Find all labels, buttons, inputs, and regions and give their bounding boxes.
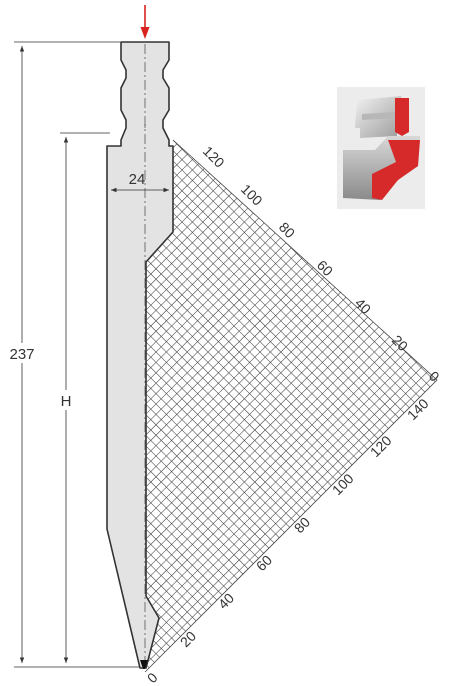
- lower-scale-label: 0: [144, 669, 161, 686]
- tool-tip: [140, 660, 148, 669]
- grid-line: [145, 535, 437, 672]
- grid-line: [145, 255, 437, 617]
- lower-scale-label: 100: [329, 470, 357, 498]
- width-label: 24: [129, 171, 146, 188]
- grid-line: [145, 264, 437, 625]
- grid-line: [145, 307, 437, 669]
- grid-line: [145, 566, 437, 672]
- grid-line: [145, 140, 437, 440]
- upper-scale-label: 80: [276, 219, 298, 241]
- grid-line: [145, 202, 437, 563]
- working-height-dimension: H: [56, 132, 110, 663]
- grid-line: [145, 275, 437, 636]
- grid-line: [145, 318, 437, 672]
- upper-scale-label: 100: [238, 181, 266, 209]
- grid-line: [145, 243, 437, 605]
- grid-line: [145, 339, 437, 672]
- grid-line: [145, 287, 437, 648]
- grid-line: [145, 245, 437, 606]
- grid-line: [145, 212, 437, 573]
- grid-line: [145, 140, 437, 419]
- working-height-label: H: [61, 393, 72, 410]
- grid-line: [145, 276, 437, 637]
- lower-scale-label: 20: [177, 628, 199, 650]
- grid-line: [145, 524, 437, 672]
- grid-line: [145, 254, 437, 615]
- lower-scale-label: 60: [253, 552, 275, 574]
- total-height-label: 237: [9, 346, 34, 363]
- grid-line: [145, 140, 437, 429]
- upper-scale-label: 60: [314, 257, 336, 279]
- grid-line: [145, 233, 437, 594]
- grid-line: [145, 514, 437, 672]
- grid-line: [145, 587, 437, 672]
- grid-line: [145, 451, 437, 672]
- grid-line: [145, 462, 437, 672]
- punch-tool-body: [106, 41, 174, 669]
- grid-line: [145, 224, 437, 585]
- grid-line: [145, 441, 437, 672]
- lower-scale-label: 40: [215, 590, 237, 612]
- grid-line: [145, 140, 437, 428]
- grid-line: [145, 328, 437, 672]
- total-height-dimension: 237: [9, 41, 140, 668]
- lower-scale-label: 140: [404, 395, 432, 423]
- punch-profile-thumbnail: [337, 87, 425, 209]
- upper-scale-label: 40: [352, 295, 374, 317]
- grid-line: [145, 503, 437, 672]
- grid-line: [145, 545, 437, 672]
- grid-boundary: [144, 139, 438, 673]
- down-arrow-icon: [140, 5, 150, 39]
- grid-line: [145, 297, 437, 658]
- upper-scale-label: 120: [200, 143, 228, 171]
- upper-scale-label: 20: [389, 332, 411, 354]
- grid-line: [145, 140, 437, 438]
- lower-scale-label: 80: [291, 514, 313, 536]
- grid-line: [145, 214, 437, 575]
- grid-line: [145, 266, 437, 627]
- grid-line: [145, 203, 437, 565]
- grid-line: [145, 349, 437, 672]
- grid-line: [145, 493, 437, 672]
- grid-line: [145, 576, 437, 672]
- width-dimension: 24: [111, 171, 169, 193]
- lower-scale-label: 120: [367, 432, 395, 460]
- grid-line: [145, 555, 437, 672]
- grid-line: [145, 140, 437, 315]
- grid-line: [145, 223, 437, 584]
